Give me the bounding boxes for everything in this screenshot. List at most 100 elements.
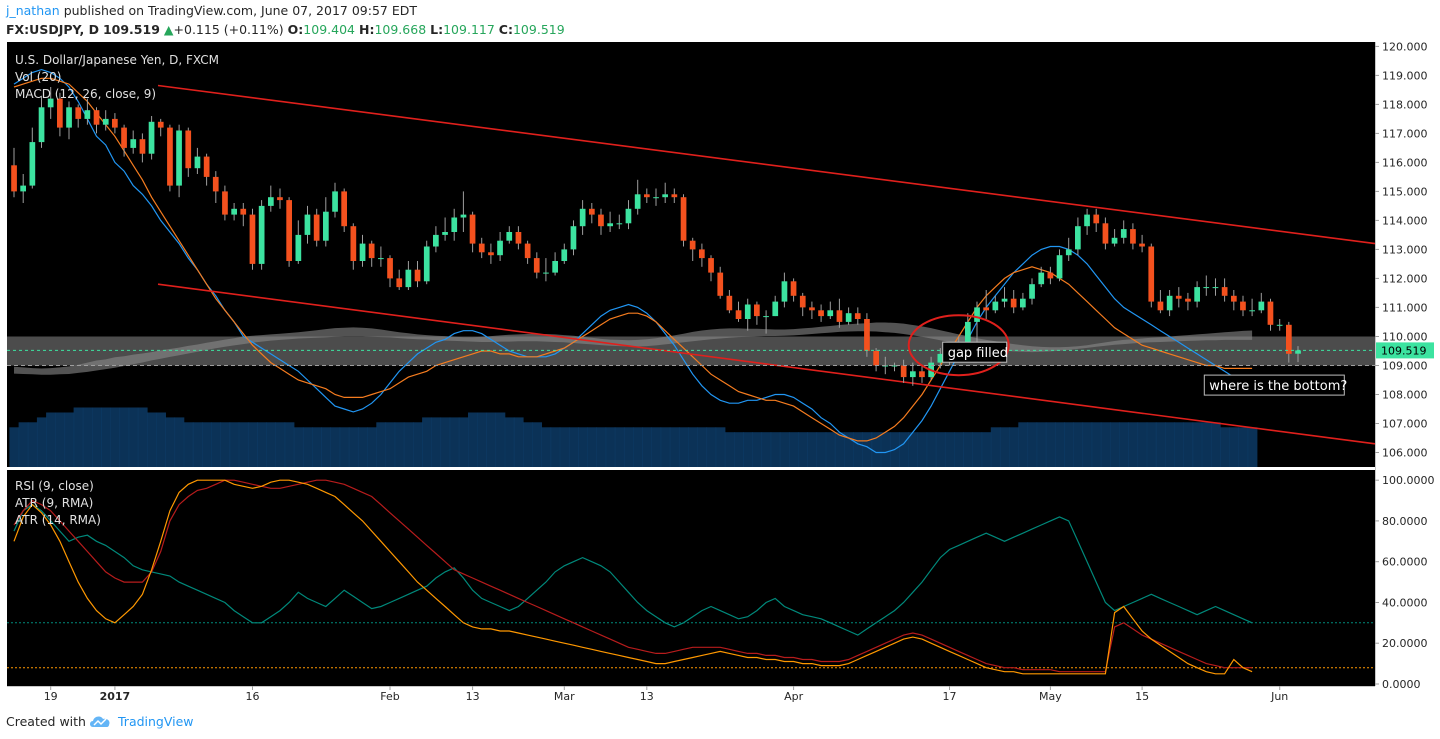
candle[interactable] <box>790 278 797 302</box>
lower-trendline[interactable] <box>157 283 1376 445</box>
candle[interactable] <box>405 261 412 290</box>
candle[interactable] <box>653 188 659 206</box>
candle[interactable] <box>1001 287 1008 308</box>
candle[interactable] <box>900 359 907 383</box>
candle[interactable] <box>249 208 256 270</box>
candle[interactable] <box>891 362 898 372</box>
candle[interactable] <box>212 171 219 203</box>
candle[interactable] <box>533 252 540 279</box>
candle[interactable] <box>442 217 448 241</box>
candle[interactable] <box>827 301 834 319</box>
candle[interactable] <box>75 104 82 128</box>
candle[interactable] <box>20 174 26 203</box>
candle[interactable] <box>607 211 613 232</box>
candle[interactable] <box>222 185 228 221</box>
candle[interactable] <box>1203 275 1210 296</box>
candle[interactable] <box>744 298 751 331</box>
candle[interactable] <box>579 200 586 235</box>
bottom-question-label[interactable]: where is the bottom? <box>1209 379 1347 394</box>
candle[interactable] <box>781 272 788 308</box>
candle[interactable] <box>589 203 595 224</box>
price-axis[interactable] <box>1375 42 1435 467</box>
candle[interactable] <box>1212 278 1219 296</box>
candle[interactable] <box>919 365 925 383</box>
candle[interactable] <box>460 191 467 232</box>
candle[interactable] <box>387 255 393 288</box>
candle[interactable] <box>864 313 870 357</box>
candle[interactable] <box>515 226 522 250</box>
candle[interactable] <box>818 304 824 322</box>
candle[interactable] <box>313 208 320 247</box>
candle[interactable] <box>1286 321 1292 363</box>
candle[interactable] <box>121 124 127 157</box>
candle[interactable] <box>1010 290 1017 314</box>
candle[interactable] <box>433 226 439 253</box>
candle[interactable] <box>735 301 742 322</box>
candle[interactable] <box>1111 229 1118 247</box>
candle[interactable] <box>754 301 760 325</box>
candle[interactable] <box>286 197 292 267</box>
candle[interactable] <box>992 295 999 314</box>
candle[interactable] <box>414 261 421 288</box>
candle[interactable] <box>478 237 485 259</box>
candle[interactable] <box>1093 208 1100 232</box>
candle[interactable] <box>1047 266 1054 285</box>
candle[interactable] <box>231 203 237 221</box>
candle[interactable] <box>1157 290 1164 314</box>
candle[interactable] <box>240 203 247 227</box>
candle[interactable] <box>1175 287 1182 308</box>
candle[interactable] <box>258 200 265 270</box>
candle[interactable] <box>616 214 623 230</box>
candle[interactable] <box>1102 217 1109 250</box>
candle[interactable] <box>277 188 283 209</box>
candle[interactable] <box>167 124 173 192</box>
candle[interactable] <box>93 107 100 134</box>
candle[interactable] <box>845 307 852 325</box>
candle[interactable] <box>543 258 549 282</box>
candle[interactable] <box>396 269 403 290</box>
candle[interactable] <box>185 127 192 177</box>
candle[interactable] <box>451 208 458 241</box>
candle[interactable] <box>1249 298 1255 317</box>
candle[interactable] <box>1185 292 1191 311</box>
candle[interactable] <box>1166 290 1173 317</box>
candle[interactable] <box>1020 292 1026 311</box>
candle[interactable] <box>148 116 155 160</box>
candle[interactable] <box>66 101 72 140</box>
candle[interactable] <box>570 220 577 256</box>
candle[interactable] <box>1139 234 1145 253</box>
author-link[interactable]: j_nathan <box>6 3 60 18</box>
candle[interactable] <box>29 127 36 189</box>
candle[interactable] <box>1029 278 1035 305</box>
candle[interactable] <box>1194 281 1200 308</box>
gap-highlight-ellipse[interactable] <box>907 314 1010 377</box>
candle[interactable] <box>809 301 815 319</box>
candle[interactable] <box>1148 243 1155 308</box>
candle[interactable] <box>488 243 494 264</box>
candle[interactable] <box>873 348 879 372</box>
candle[interactable] <box>552 252 558 276</box>
candle[interactable] <box>194 147 201 174</box>
candle[interactable] <box>469 211 476 253</box>
candle[interactable] <box>634 179 641 215</box>
candle[interactable] <box>1075 217 1081 256</box>
gap-filled-label[interactable]: gap filled <box>948 346 1008 361</box>
upper-trendline[interactable] <box>157 84 1376 245</box>
candle[interactable] <box>763 310 769 334</box>
candle[interactable] <box>598 208 604 235</box>
candle[interactable] <box>359 234 366 267</box>
candle[interactable] <box>1120 220 1127 244</box>
candle[interactable] <box>1240 295 1246 317</box>
candle[interactable] <box>157 118 164 137</box>
candle[interactable] <box>268 185 274 212</box>
candle[interactable] <box>1258 292 1265 314</box>
candle[interactable] <box>1267 298 1274 331</box>
candle[interactable] <box>295 220 302 264</box>
candle[interactable] <box>332 182 338 218</box>
candle[interactable] <box>708 255 714 282</box>
candle[interactable] <box>854 307 861 325</box>
chart-area[interactable]: gap filled where is the bottom? U.S. Dol… <box>0 42 1440 705</box>
candle[interactable] <box>974 301 980 346</box>
candle[interactable] <box>561 243 568 264</box>
candle[interactable] <box>423 240 430 285</box>
